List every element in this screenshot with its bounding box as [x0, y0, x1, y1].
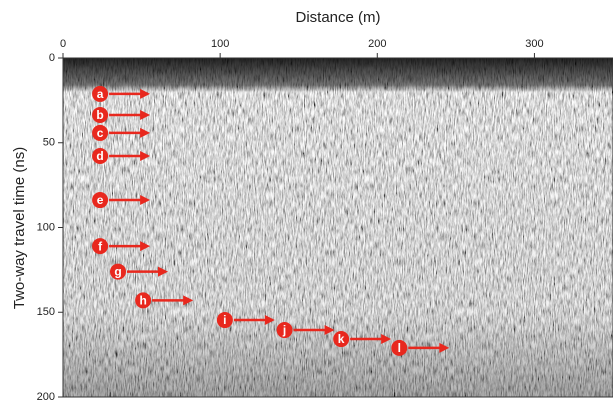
annotation: c	[92, 124, 151, 141]
annotation-arrowhead	[140, 195, 151, 206]
annotation-arrowhead	[140, 241, 151, 252]
annotation-label: f	[98, 239, 103, 253]
annotation: b	[92, 106, 151, 123]
y-tick-label: 200	[37, 391, 55, 403]
x-tick-label: 0	[60, 38, 66, 50]
annotation: g	[110, 263, 168, 280]
annotation: f	[92, 238, 151, 255]
annotation-badge	[391, 339, 408, 356]
annotation-arrowhead	[140, 127, 151, 138]
annotation-label: d	[96, 149, 103, 163]
annotation-arrowhead	[140, 150, 151, 161]
annotation-badge	[92, 147, 109, 164]
annotation-arrowhead	[140, 109, 151, 120]
annotation-arrowhead	[140, 88, 151, 99]
annotation-badge	[92, 106, 109, 123]
annotation: l	[391, 339, 450, 356]
annotation-arrowhead	[381, 334, 392, 345]
annotation-label: h	[139, 294, 146, 308]
annotation-badge	[92, 238, 109, 255]
x-tick-label: 200	[368, 38, 386, 50]
annotation-label: e	[97, 193, 104, 207]
annotation-label: c	[97, 126, 104, 140]
annotation-arrowhead	[183, 295, 194, 306]
annotation: e	[92, 192, 151, 209]
annotation-label: g	[114, 265, 121, 279]
annotation-badge	[92, 124, 109, 141]
annotation: i	[216, 312, 275, 329]
annotation-badge	[216, 312, 233, 329]
annotation: k	[333, 331, 392, 348]
annotation-badge	[135, 292, 152, 309]
radargram-image	[62, 57, 613, 398]
annotation-label: a	[97, 87, 104, 101]
annotation-label: b	[96, 108, 103, 122]
x-axis-label: Distance (m)	[295, 9, 380, 26]
annotation-arrowhead	[439, 342, 450, 353]
y-tick-label: 50	[43, 137, 55, 149]
annotation: d	[92, 147, 151, 164]
y-tick-label: 0	[49, 52, 55, 64]
annotation: h	[135, 292, 194, 309]
annotation-badge	[92, 85, 109, 102]
annotation-arrowhead	[264, 315, 275, 326]
y-tick-label: 100	[37, 221, 55, 233]
annotation: j	[276, 322, 335, 339]
annotation-label: i	[223, 313, 226, 327]
annotation-label: l	[398, 341, 401, 355]
annotation-badge	[92, 192, 109, 209]
annotation-label: k	[338, 332, 345, 346]
annotation-badge	[333, 331, 350, 348]
annotation-arrowhead	[324, 325, 335, 336]
annotation-arrowhead	[158, 266, 168, 277]
y-axis-label: Two-way travel time (ns)	[11, 147, 28, 310]
y-tick-label: 150	[37, 306, 55, 318]
x-tick-label: 300	[525, 38, 543, 50]
annotation-badge	[276, 322, 293, 339]
annotation-badge	[110, 263, 126, 280]
x-tick-label: 100	[211, 38, 229, 50]
annotation: a	[92, 85, 151, 102]
annotation-label: j	[282, 323, 286, 337]
